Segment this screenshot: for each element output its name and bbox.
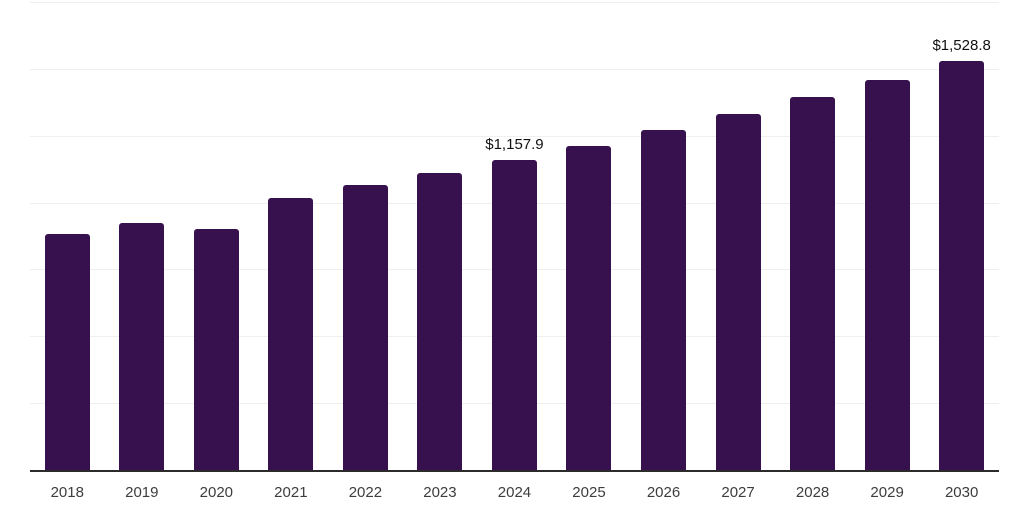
gridline-1750 bbox=[30, 2, 999, 3]
bar-2026 bbox=[641, 130, 687, 470]
data-label-2024: $1,157.9 bbox=[485, 136, 544, 154]
bar-2030 bbox=[939, 61, 985, 470]
bar-slot-2025 bbox=[552, 2, 627, 470]
data-label-2030: $1,528.8 bbox=[932, 37, 991, 55]
bar-slot-2023 bbox=[403, 2, 478, 470]
x-tick-2023: 2023 bbox=[423, 484, 457, 501]
x-tick-2024: 2024 bbox=[497, 484, 532, 501]
gridline-1500 bbox=[30, 68, 999, 70]
bar-slot-2022 bbox=[328, 2, 403, 470]
x-tick-2030: 2030 bbox=[944, 484, 979, 501]
bar-2022 bbox=[342, 184, 388, 470]
bar-2024 bbox=[491, 160, 537, 470]
bar-2019 bbox=[119, 222, 165, 470]
x-tick-2018: 2018 bbox=[50, 484, 84, 501]
x-tick-2020: 2020 bbox=[199, 484, 234, 501]
bar-2029 bbox=[864, 79, 910, 470]
bar-slot-2018 bbox=[30, 2, 105, 470]
x-tick-2026: 2026 bbox=[646, 484, 681, 501]
x-axis-labels: 2018 2019 2020 2021 2022 2023 2024 2025 2026 2027… bbox=[30, 484, 999, 501]
gridline-1250 bbox=[30, 135, 999, 137]
bar-2021 bbox=[268, 197, 314, 470]
bar-slot-2020 bbox=[179, 2, 254, 470]
bar-slot-2029 bbox=[850, 2, 925, 470]
bar-2025 bbox=[566, 145, 612, 470]
bar-2018 bbox=[44, 234, 90, 470]
bar-slot-2028 bbox=[775, 2, 850, 470]
bar-slot-2021 bbox=[254, 2, 329, 470]
x-tick-2029: 2029 bbox=[870, 484, 904, 501]
x-tick-2027: 2027 bbox=[721, 484, 755, 501]
x-tick-2025: 2025 bbox=[572, 484, 606, 501]
bar-2023 bbox=[417, 173, 463, 470]
x-tick-2022: 2022 bbox=[348, 484, 383, 501]
bar-2027 bbox=[715, 114, 761, 470]
bar-slot-2019 bbox=[105, 2, 180, 470]
bar-slot-2024: $1,157.9 bbox=[477, 2, 552, 470]
bar-2028 bbox=[790, 97, 836, 470]
bar-slot-2030: $1,528.8 bbox=[924, 2, 999, 470]
bar-slot-2027 bbox=[701, 2, 776, 470]
plot-area: $1,157.9 $1,528.8 bbox=[30, 2, 999, 472]
bar-slot-2026 bbox=[626, 2, 701, 470]
x-tick-2021: 2021 bbox=[274, 484, 308, 501]
x-tick-2019: 2019 bbox=[125, 484, 159, 501]
bars-row: $1,157.9 $1,528.8 bbox=[30, 2, 999, 470]
x-tick-2028: 2028 bbox=[795, 484, 830, 501]
bar-2020 bbox=[193, 228, 239, 470]
